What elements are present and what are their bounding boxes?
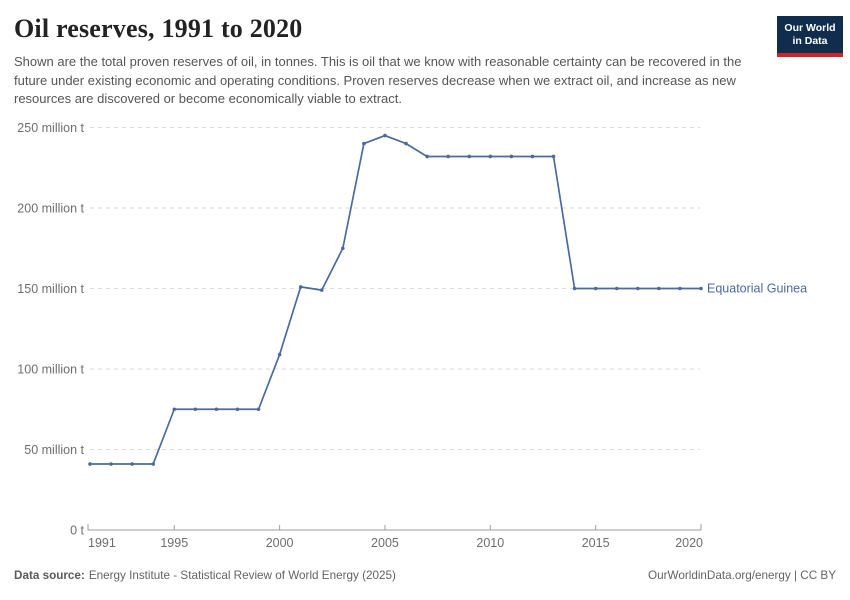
series-line[interactable] — [90, 134, 701, 465]
data-point[interactable] — [172, 407, 177, 412]
data-point[interactable] — [572, 286, 577, 291]
data-point[interactable] — [298, 285, 303, 289]
data-point[interactable] — [277, 352, 282, 357]
x-tick-label: 2015 — [582, 536, 610, 550]
data-point[interactable] — [657, 286, 661, 291]
data-point[interactable] — [551, 154, 556, 159]
x-tick-label: 2005 — [371, 536, 399, 550]
owid-logo-line1: Our World — [784, 22, 836, 34]
y-tick-label: 150 million t — [17, 282, 84, 296]
data-point[interactable] — [614, 286, 619, 291]
data-source-label: Data source: — [14, 569, 85, 582]
data-point[interactable] — [593, 286, 598, 291]
data-point[interactable] — [362, 141, 366, 146]
x-tick-label: 2000 — [266, 536, 294, 550]
series-label[interactable]: Equatorial Guinea — [707, 282, 807, 296]
data-point[interactable] — [383, 133, 387, 138]
y-tick-label: 0 t — [70, 524, 84, 538]
x-tick-label: 2010 — [476, 536, 504, 550]
data-point[interactable] — [488, 154, 493, 159]
data-point[interactable] — [467, 154, 472, 159]
owid-logo[interactable]: Our World in Data — [777, 16, 843, 57]
y-tick-label: 200 million t — [17, 202, 84, 216]
credit-link[interactable]: OurWorldinData.org/energy | CC BY — [648, 569, 836, 582]
y-tick-label: 250 million t — [17, 121, 84, 135]
owid-logo-line2: in Data — [792, 35, 828, 47]
data-point[interactable] — [193, 407, 198, 412]
data-point[interactable] — [678, 286, 682, 291]
chart-footer: Data source: Energy Institute - Statistic… — [14, 569, 836, 582]
data-point[interactable] — [404, 141, 408, 146]
chart-subtitle: Shown are the total proven reserves of o… — [14, 54, 742, 106]
data-point[interactable] — [341, 246, 345, 251]
data-source-text: Energy Institute - Statistical Review of… — [88, 569, 396, 582]
data-point[interactable] — [151, 462, 156, 466]
data-point[interactable] — [88, 462, 92, 466]
data-point[interactable] — [635, 286, 640, 291]
x-tick-label: 1991 — [88, 536, 116, 550]
y-tick-label: 50 million t — [24, 443, 84, 457]
x-tick-label: 2020 — [675, 536, 703, 550]
data-point[interactable] — [214, 407, 219, 412]
owid-logo-red-bar — [777, 53, 843, 57]
data-point[interactable] — [235, 407, 240, 412]
data-point[interactable] — [699, 286, 703, 291]
data-point[interactable] — [446, 154, 450, 159]
data-point[interactable] — [509, 154, 514, 159]
data-source: Data source: Energy Institute - Statistic… — [14, 569, 396, 582]
y-tick-label: 100 million t — [17, 363, 84, 377]
data-point[interactable] — [425, 154, 429, 159]
data-point[interactable] — [319, 288, 324, 292]
x-axis — [87, 524, 702, 531]
page-title: Oil reserves, 1991 to 2020 — [14, 14, 303, 43]
data-point[interactable] — [109, 462, 113, 466]
data-point[interactable] — [130, 462, 134, 466]
x-tick-label: 1995 — [160, 536, 188, 550]
data-point[interactable] — [530, 154, 535, 159]
data-point[interactable] — [256, 407, 261, 412]
